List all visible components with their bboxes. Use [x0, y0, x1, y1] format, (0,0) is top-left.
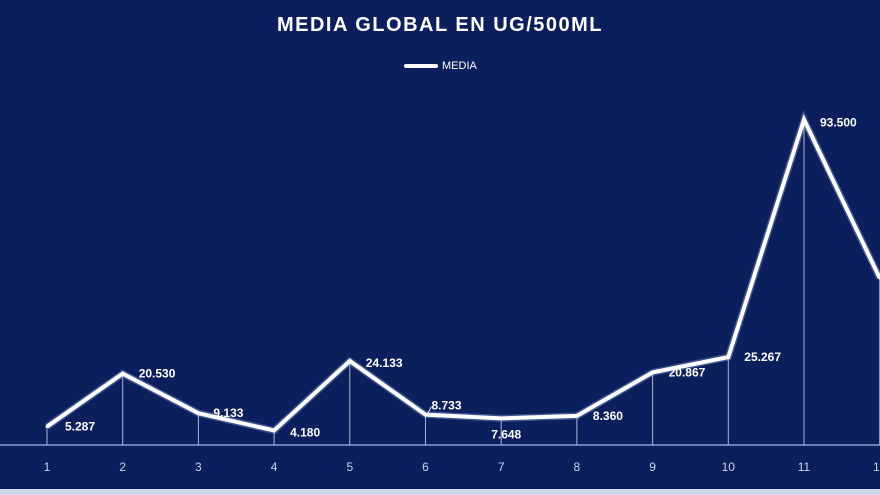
x-tick-label-5: 5 [346, 460, 353, 474]
data-point-4 [272, 428, 276, 432]
data-label-9: 20.867 [669, 365, 706, 379]
data-point-6 [424, 413, 427, 417]
data-point-3 [196, 411, 200, 415]
x-tick-label-10: 10 [722, 460, 736, 474]
data-label-6: 8.733 [432, 399, 462, 413]
legend-label: MEDIA [442, 60, 477, 72]
x-tick-label-1: 1 [44, 460, 51, 474]
chart-title: MEDIA GLOBAL EN UG/500ML [276, 14, 604, 36]
data-label-10: 25.267 [744, 350, 781, 364]
x-tick-label-12: 12 [873, 460, 880, 474]
data-label-7: 7.648 [491, 427, 521, 441]
data-label-2: 20.530 [139, 367, 176, 381]
data-point-9 [651, 370, 655, 374]
legend: MEDIA [404, 60, 477, 72]
x-tick-label-8: 8 [574, 460, 581, 474]
bottom-strip [0, 489, 880, 495]
legend-line-swatch [404, 64, 438, 68]
data-point-8 [575, 414, 579, 418]
data-label-4: 4.180 [290, 425, 320, 439]
data-point-7 [499, 416, 503, 420]
x-tick-label-7: 7 [498, 460, 505, 474]
data-point-1 [45, 425, 49, 429]
data-point-10 [726, 355, 730, 359]
x-tick-label-11: 11 [798, 460, 811, 474]
data-label-11: 93.500 [820, 116, 857, 130]
x-tick-label-4: 4 [271, 460, 278, 474]
data-point-5 [348, 359, 352, 363]
data-label-3: 9.133 [213, 406, 243, 420]
x-tick-label-9: 9 [649, 460, 656, 474]
data-label-8: 8.360 [593, 409, 623, 423]
x-tick-label-6: 6 [422, 460, 429, 474]
label-leader-6 [427, 406, 432, 414]
x-tick-label-3: 3 [195, 460, 202, 474]
data-label-1: 5.287 [65, 420, 95, 434]
data-point-11 [802, 118, 806, 122]
data-label-5: 24.133 [366, 356, 403, 370]
data-point-2 [121, 372, 125, 376]
series-line-media [45, 114, 880, 433]
x-tick-label-2: 2 [119, 460, 126, 474]
